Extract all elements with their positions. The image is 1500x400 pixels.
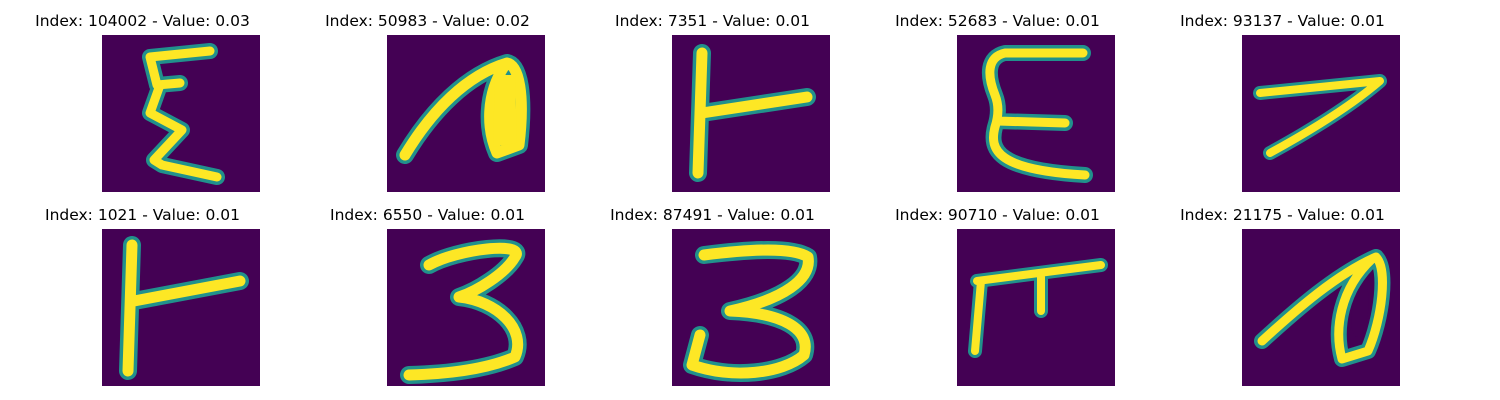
panel-3: Index: 7351 - Value: 0.01 xyxy=(570,0,855,192)
digit-image-xi xyxy=(102,35,260,192)
digit-image-three xyxy=(387,229,545,386)
panel-title: Index: 21175 - Value: 0.01 xyxy=(1180,206,1385,224)
digit-image-gamma xyxy=(672,35,830,192)
panel-8: Index: 87491 - Value: 0.01 xyxy=(570,194,855,386)
panel-title: Index: 90710 - Value: 0.01 xyxy=(895,206,1100,224)
digit-image-seven xyxy=(1242,35,1400,192)
panel-title: Index: 1021 - Value: 0.01 xyxy=(45,206,240,224)
panel-6: Index: 1021 - Value: 0.01 xyxy=(0,194,285,386)
panel-1: Index: 104002 - Value: 0.03 xyxy=(0,0,285,192)
panel-title: Index: 52683 - Value: 0.01 xyxy=(895,12,1100,30)
panel-title: Index: 87491 - Value: 0.01 xyxy=(610,206,815,224)
panel-title: Index: 6550 - Value: 0.01 xyxy=(330,206,525,224)
panel-7: Index: 6550 - Value: 0.01 xyxy=(285,194,570,386)
panel-4: Index: 52683 - Value: 0.01 xyxy=(855,0,1140,192)
panel-title: Index: 104002 - Value: 0.03 xyxy=(35,12,250,30)
digit-image-n-loop xyxy=(387,35,545,192)
panel-title: Index: 93137 - Value: 0.01 xyxy=(1180,12,1385,30)
loop-hole xyxy=(1351,285,1369,337)
panel-title: Index: 7351 - Value: 0.01 xyxy=(615,12,810,30)
panel-10: Index: 21175 - Value: 0.01 xyxy=(1140,194,1425,386)
digit-image-gamma xyxy=(102,229,260,386)
panel-2: Index: 50983 - Value: 0.02 xyxy=(285,0,570,192)
digit-image-three xyxy=(672,229,830,386)
panel-5: Index: 93137 - Value: 0.01 xyxy=(1140,0,1425,192)
digit-image-n-loop xyxy=(1242,229,1400,386)
digit-image-e xyxy=(957,35,1115,192)
panel-9: Index: 90710 - Value: 0.01 xyxy=(855,194,1140,386)
panel-title: Index: 50983 - Value: 0.02 xyxy=(325,12,530,30)
digit-image-pi xyxy=(957,229,1115,386)
